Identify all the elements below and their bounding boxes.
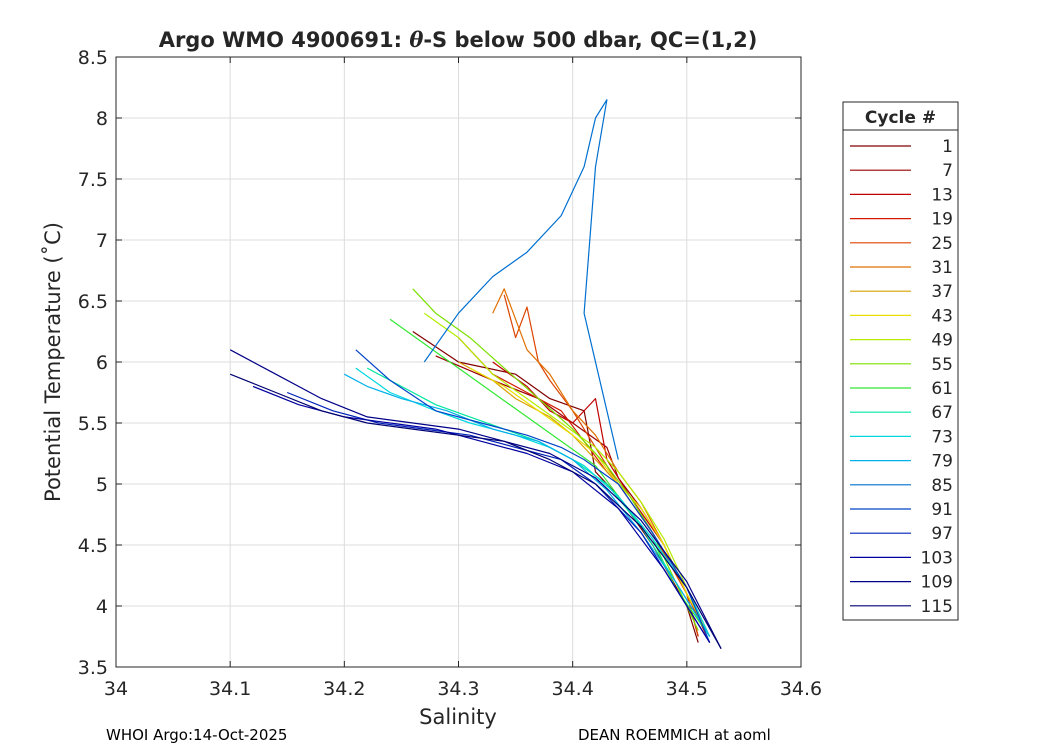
x-tick-label: 34.2 xyxy=(323,678,365,700)
legend-label: 31 xyxy=(931,258,953,278)
legend-label: 55 xyxy=(931,355,953,375)
series-line-cycle-37 xyxy=(458,361,711,637)
chart-title: Argo WMO 4900691: θ-S below 500 dbar, QC… xyxy=(159,27,758,52)
legend-label: 85 xyxy=(931,476,953,496)
series-line-cycle-79 xyxy=(344,373,711,637)
y-axis-label: Potential Temperature (˚C) xyxy=(41,222,65,502)
y-tick-label: 6.5 xyxy=(78,291,108,313)
legend-label: 25 xyxy=(931,234,953,254)
y-tick-label: 7.5 xyxy=(78,169,108,191)
legend-label: 79 xyxy=(931,452,953,472)
legend-label: 115 xyxy=(921,597,953,617)
footer-author: DEAN ROEMMICH at aoml xyxy=(578,726,771,744)
series-line-cycle-67 xyxy=(366,367,711,637)
series-line-cycle-43 xyxy=(469,367,711,637)
y-tick-label: 7 xyxy=(96,230,108,252)
legend-label: 37 xyxy=(931,282,953,302)
legend-label: 97 xyxy=(931,524,953,544)
series-line-cycle-61 xyxy=(389,318,711,637)
series-line-cycle-115 xyxy=(229,373,722,649)
x-axis-label: Salinity xyxy=(419,705,497,729)
y-tick-label: 4 xyxy=(96,596,108,618)
series-line-cycle-49 xyxy=(423,312,711,637)
legend-label: 109 xyxy=(921,573,953,593)
y-tick-label: 5 xyxy=(96,474,108,496)
y-tick-label: 3.5 xyxy=(78,657,108,679)
legend: Cycle # 1 7 13 19 25 31 37 43 49 55 61 67 73 79 85 91 97 1… xyxy=(842,101,959,621)
y-tick-label: 4.5 xyxy=(78,535,108,557)
y-tick-label: 5.5 xyxy=(78,413,108,435)
legend-title: Cycle # xyxy=(865,108,936,128)
y-tick-label: 8 xyxy=(96,108,108,130)
y-tick-label: 8.5 xyxy=(78,47,108,69)
legend-label: 73 xyxy=(931,427,953,447)
footer-source: WHOI Argo:14-Oct-2025 xyxy=(106,726,288,744)
x-tick-label: 34.1 xyxy=(209,678,251,700)
legend-label: 43 xyxy=(931,306,953,326)
legend-label: 1 xyxy=(942,137,953,157)
legend-label: 61 xyxy=(931,379,953,399)
series-line-cycle-109 xyxy=(229,349,722,649)
series-line-cycle-85 xyxy=(423,99,619,460)
x-tick-label: 34.4 xyxy=(552,678,594,700)
series-line-cycle-55 xyxy=(412,288,699,631)
x-tick-label: 34.5 xyxy=(666,678,708,700)
legend-label: 103 xyxy=(921,548,953,568)
legend-label: 7 xyxy=(942,161,953,181)
series-lines xyxy=(229,99,722,649)
x-tick-label: 34.6 xyxy=(780,678,822,700)
legend-label: 49 xyxy=(931,331,953,351)
x-tick-label: 34.3 xyxy=(437,678,479,700)
series-line-cycle-7 xyxy=(435,355,699,637)
legend-label: 19 xyxy=(931,210,953,230)
y-tick-label: 6 xyxy=(96,352,108,374)
axis-ticks: 34 34.1 34.2 34.3 34.4 34.5 34.6 3.5 4 4.5 5 5.5 6 6.… xyxy=(78,47,822,700)
legend-label: 13 xyxy=(931,185,953,205)
x-tick-label: 34 xyxy=(104,678,128,700)
series-line-cycle-1 xyxy=(412,331,699,643)
legend-label: 67 xyxy=(931,403,953,423)
legend-label: 91 xyxy=(931,500,953,520)
